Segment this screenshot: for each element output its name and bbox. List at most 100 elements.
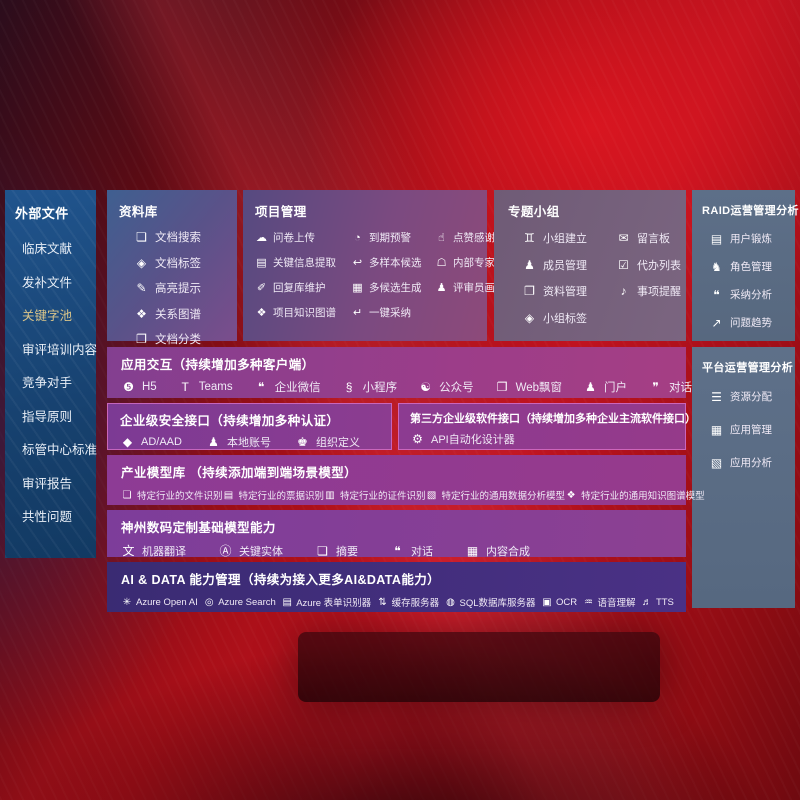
sidebar-item-label: 标管中心标准 [22, 443, 98, 457]
portal-icon: ♟ [585, 380, 596, 394]
api-designer-gear-icon: ⚙ [412, 432, 423, 446]
client-label: 小程序 [362, 382, 398, 394]
project-management-title: 项目管理 [255, 205, 307, 219]
reminder-bell-icon: ♪ [620, 284, 627, 298]
knowledge-graph-icon: ❖ [256, 307, 267, 319]
sidebar-item: 竞争对手 [15, 372, 96, 391]
tts-icon: ♬ [641, 596, 652, 608]
capability-item: ❝ 对话 [390, 543, 433, 559]
ai-data-capability-title: AI & DATA 能力管理（持续为接入更多AI&DATA能力） [121, 573, 441, 587]
teams-icon: T [181, 380, 189, 394]
platform-analysis-panel: 平台运营管理分析 ☰ 资源分配 ▦ 应用管理 ▧ 应用分析 [692, 347, 795, 608]
feature-item: ☰ 资源分配 [709, 389, 795, 404]
service-label: Azure Open AI [136, 596, 198, 608]
client-item: ❞ 对话 [648, 379, 692, 395]
service-item: ▣ OCR [541, 597, 577, 608]
feature-item: ❝ 采纳分析 [709, 287, 795, 302]
feature-item: ✎ 高亮提示 [134, 280, 237, 296]
industry-model-title: 产业模型库 （持续添加端到端场景模型） [121, 466, 358, 480]
external-files-list: 临床文献 发补文件 关键字池 审评培训内容 竞争对手 指导原则 标管中心标准 审… [15, 238, 98, 525]
reply-maintain-icon: ✐ [256, 282, 267, 294]
feature-item: ❖ 项目知识图谱 [255, 305, 345, 320]
key-entity-icon: Ⓐ [219, 544, 232, 558]
doc-category-icon: ❐ [136, 332, 147, 346]
role-manage-icon: ♞ [711, 259, 722, 274]
interface-item: ⚙ API自动化设计器 [410, 431, 515, 447]
thumbs-up-icon: ☝ [438, 232, 445, 244]
feature-label: 留言板 [637, 233, 670, 245]
auth-item: ♟ 本地账号 [206, 434, 271, 450]
model-item: ❖ 特定行业的通用知识图谱模型 [565, 488, 705, 503]
security-interface-panel: 企业级安全接口（持续增加多种认证） ◆ AD/AAD ♟ 本地账号 ♚ 组织定义 [107, 403, 392, 450]
auth-label: 组织定义 [315, 437, 360, 449]
speech-understanding-icon: ♒ [584, 596, 593, 608]
feature-label: 资源分配 [730, 391, 772, 403]
capability-label: 关键实体 [239, 545, 283, 558]
client-label: 对话 [669, 382, 693, 394]
doc-search-icon: ❏ [136, 230, 147, 244]
laptop-silhouette [298, 632, 660, 702]
auth-item: ◆ AD/AAD [120, 435, 182, 449]
external-files-panel: 外部文件 临床文献 发补文件 关键字池 审评培训内容 竞争对手 指导原则 标管中… [5, 190, 98, 558]
feature-item: ♊ 小组建立 [522, 230, 616, 246]
client-label: Teams [198, 381, 233, 393]
client-item: T Teams [178, 380, 233, 394]
security-interface-title: 企业级安全接口（持续增加多种认证） [120, 414, 340, 428]
client-label: H5 [142, 381, 157, 393]
service-item: ✳ Azure Open AI [121, 597, 198, 608]
feature-label: 点赞感谢 [453, 232, 495, 244]
auth-label: 本地账号 [226, 437, 271, 449]
service-label: SQL数据库服务器 [459, 598, 536, 609]
feature-item: ▤ 用户锻炼 [709, 231, 795, 246]
capability-item: ▦ 内容合成 [465, 543, 530, 559]
client-label: 门户 [604, 382, 628, 394]
feature-item: ▦ 应用管理 [709, 422, 795, 437]
feature-label: 评审员画像 [453, 282, 506, 294]
app-interaction-row: ❺ H5 T Teams ❝ 企业微信 § 小程序 ☯ 公众号 ❐ Web飘窗 [121, 379, 692, 395]
feature-item: ▧ 应用分析 [709, 455, 795, 470]
feature-label: 用户锻炼 [730, 233, 772, 245]
sidebar-item-label: 发补文件 [22, 275, 73, 290]
feature-label: 小组标签 [543, 312, 587, 325]
sidebar-item: 审评报告 [15, 473, 96, 492]
feature-item: ↵ 一键采纳 [351, 305, 429, 320]
feature-label: 到期预警 [369, 232, 411, 244]
base-model-capability-panel: 神州数码定制基础模型能力 文 机器翻译 Ⓐ 关键实体 ❏ 摘要 ❝ 对话 ▦ 内… [107, 510, 686, 559]
raid-analysis-title: RAID运营管理分析 [702, 205, 799, 217]
group-tag-icon: ◈ [524, 310, 535, 325]
wechat-work-icon: ❝ [257, 380, 265, 394]
sidebar-item: 审评培训内容 [15, 339, 97, 358]
base-model-capability-row: 文 机器翻译 Ⓐ 关键实体 ❏ 摘要 ❝ 对话 ▦ 内容合成 [121, 542, 674, 559]
certificate-recognition-icon: ▥ [325, 489, 335, 501]
auth-label: AD/AAD [141, 436, 182, 448]
feature-item: ❏ 文档搜索 [134, 229, 237, 245]
file-recognition-icon: ❏ [122, 489, 132, 501]
industry-model-row: ❏ 特定行业的文件识别 ▤ 特定行业的票据识别 ▥ 特定行业的证件识别 ▧ 特定… [121, 488, 705, 503]
sidebar-item-label: 审评报告 [22, 476, 73, 491]
service-item: ♒ 语音理解 [583, 595, 636, 610]
interface-label: API自动化设计器 [431, 434, 515, 446]
one-click-adopt-icon: ↵ [352, 307, 363, 319]
feature-item: ♞ 角色管理 [709, 259, 795, 274]
feature-item: ♟ 成员管理 [522, 257, 616, 273]
client-item: § 小程序 [342, 379, 398, 395]
industry-model-panel: 产业模型库 （持续添加端到端场景模型） ❏ 特定行业的文件识别 ▤ 特定行业的票… [107, 455, 705, 505]
feature-item: ◈ 小组标签 [522, 310, 616, 326]
app-interaction-title: 应用交互（持续增加多种客户端） [121, 358, 315, 372]
feature-label: 关系图谱 [155, 308, 201, 321]
feature-item: ✐ 回复库维护 [255, 280, 345, 295]
raid-analysis-list: ▤ 用户锻炼 ♞ 角色管理 ❝ 采纳分析 ↗ 问题趋势 [709, 231, 795, 330]
todo-list-icon: ☑ [618, 257, 629, 272]
sql-database-icon: ◍ [446, 596, 455, 608]
feature-item: ◔ 到期预警 [351, 230, 429, 245]
project-management-grid: ☁ 问卷上传 ◔ 到期预警 ☝ 点赞感谢 ▤ 关键信息提取 ↩ 多样本候选 ☖ … [255, 230, 516, 320]
feature-item: ☑ 代办列表 [616, 257, 686, 273]
client-item: ❺ H5 [121, 380, 157, 394]
service-item: ◎ Azure Search [203, 597, 276, 608]
local-account-icon: ♟ [208, 435, 219, 449]
capability-label: 机器翻译 [142, 545, 186, 558]
client-label: 公众号 [439, 382, 474, 394]
feature-item: ◈ 文档标签 [134, 255, 237, 271]
third-party-interface-row: ⚙ API自动化设计器 [410, 431, 677, 447]
